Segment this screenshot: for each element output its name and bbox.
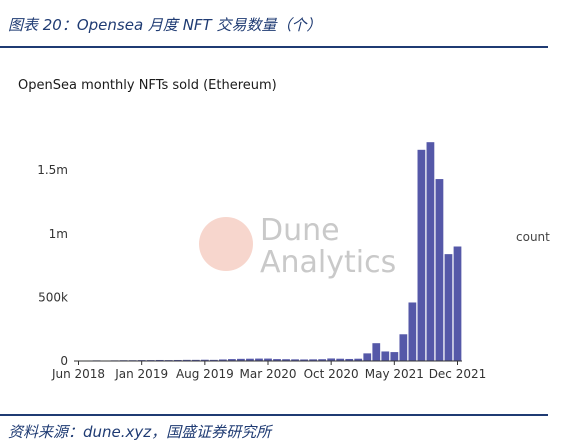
bar-oct-2020 — [327, 358, 336, 361]
y-tick-label: 0 — [60, 354, 68, 368]
bar-apr-2020 — [273, 359, 281, 361]
chart-panel: Dune Analytics 0 500k 1m 1.5m Jun 2018 Jan 2… — [0, 48, 550, 414]
x-tick-label: Jun 2018 — [51, 367, 105, 381]
bar-may-2019 — [173, 359, 182, 361]
bar-sep-2019 — [209, 359, 218, 361]
y-tick-label: 1.5m — [37, 163, 68, 177]
bar-oct-2021 — [435, 179, 444, 361]
bar-mar-2021 — [372, 343, 381, 361]
bar-may-2020 — [282, 359, 290, 361]
figure-header: 图表 20：Opensea 月度 NFT 交易数量（个） — [0, 0, 548, 48]
bar-jun-2019 — [182, 359, 191, 361]
bar-may-2021 — [390, 352, 399, 361]
bar-aug-2019 — [200, 359, 209, 361]
x-tick-label: Aug 2019 — [176, 367, 234, 381]
bar-aug-2021 — [417, 149, 426, 361]
bar-apr-2021 — [381, 351, 390, 361]
bar-jan-2020 — [246, 358, 254, 361]
bar-series — [74, 142, 462, 362]
y-tick-label: 1m — [49, 227, 68, 241]
bar-jul-2021 — [408, 302, 417, 361]
bar-aug-2020 — [309, 359, 317, 361]
bar-jul-2019 — [191, 359, 200, 361]
x-tick-label: Jan 2019 — [114, 367, 168, 381]
chart-title: OpenSea monthly NFTs sold (Ethereum) — [18, 78, 277, 93]
bar-mar-2019 — [155, 359, 164, 361]
figure-footer: 资料来源：dune.xyz，国盛证券研究所 — [0, 414, 548, 445]
y-axis: 0 500k 1m 1.5m — [37, 163, 68, 368]
x-tick-label: Dec 2021 — [429, 367, 487, 381]
bar-nov-2020 — [336, 358, 345, 361]
watermark-line-1: Dune — [260, 213, 340, 248]
dune-analytics-watermark: Dune Analytics — [199, 213, 396, 280]
bar-sep-2021 — [426, 142, 435, 361]
bar-dec-2019 — [237, 358, 245, 361]
bar-dec-2020 — [345, 358, 354, 361]
bar-dec-2021 — [453, 246, 462, 361]
bar-nov-2021 — [444, 254, 453, 361]
bar-nov-2019 — [228, 359, 236, 361]
x-axis: Jun 2018 Jan 2019 Aug 2019 Mar 2020 Oct 2020… — [51, 361, 486, 381]
bar-mar-2020 — [264, 358, 272, 361]
legend-label: count — [516, 230, 550, 244]
bar-oct-2019 — [219, 359, 227, 361]
x-tick-label: Oct 2020 — [304, 367, 359, 381]
bar-sep-2020 — [318, 359, 327, 361]
bar-jul-2020 — [300, 359, 308, 361]
bar-feb-2020 — [255, 358, 263, 361]
watermark-line-2: Analytics — [260, 245, 396, 280]
bar-jun-2020 — [291, 359, 299, 361]
bar-feb-2021 — [363, 353, 372, 361]
dune-logo-icon — [199, 217, 253, 271]
x-tick-label: May 2021 — [365, 367, 424, 381]
bar-jun-2021 — [399, 334, 408, 361]
source-note: 资料来源：dune.xyz，国盛证券研究所 — [8, 423, 272, 441]
bar-jan-2021 — [354, 358, 363, 361]
y-tick-label: 500k — [38, 290, 68, 304]
figure-caption: 图表 20：Opensea 月度 NFT 交易数量（个） — [8, 16, 322, 34]
bar-chart: Dune Analytics 0 500k 1m 1.5m Jun 2018 Jan 2… — [37, 142, 486, 381]
x-tick-label: Mar 2020 — [240, 367, 297, 381]
